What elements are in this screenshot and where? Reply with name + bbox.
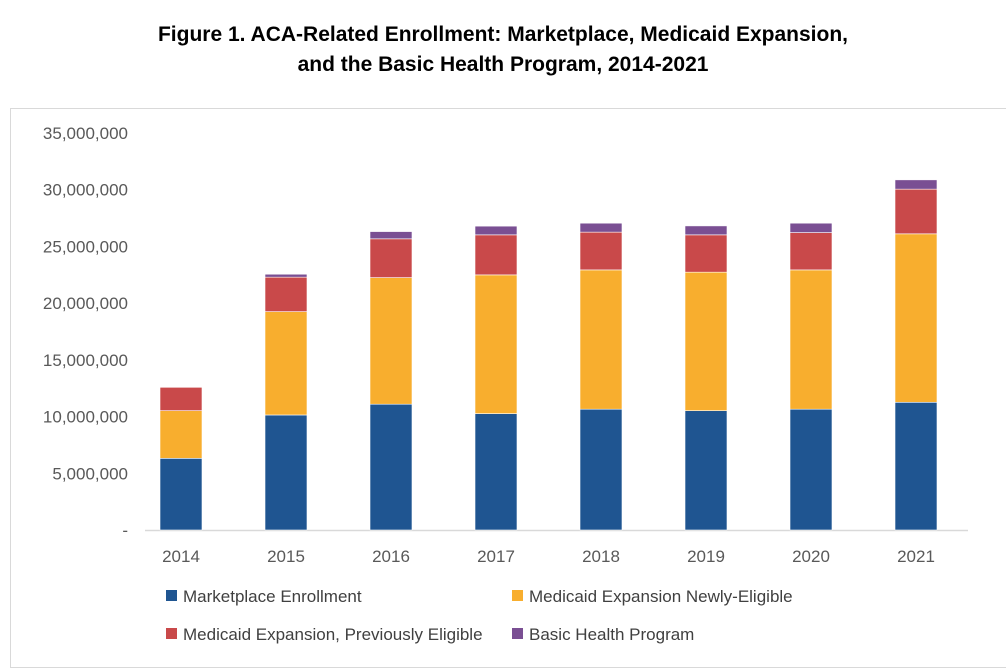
legend-swatch-1 [512,590,523,601]
legend-label-1: Medicaid Expansion Newly-Eligible [529,587,793,606]
x-tick-label: 2019 [687,547,725,566]
y-tick-label: 10,000,000 [43,408,128,427]
bar-segment-2015-series-1 [264,311,308,416]
bar-segment-2014-series-0 [159,458,203,531]
bar-segment-2015-series-0 [264,414,308,531]
bar-segment-2021-series-3 [894,179,938,190]
bar-segment-2016-series-3 [369,231,413,240]
legend-swatch-0 [166,590,177,601]
bar-segment-2014-series-2 [159,387,203,411]
bar-segment-2018-series-2 [579,231,623,271]
x-tick-label: 2017 [477,547,515,566]
x-tick-label: 2014 [162,547,200,566]
bar-segment-2021-series-2 [894,188,938,235]
legend-swatch-3 [512,628,523,639]
bar-segment-2019-series-2 [684,234,728,273]
bar-segment-2014-series-1 [159,410,203,459]
chart-title-line-2: and the Basic Health Program, 2014-2021 [297,53,709,76]
y-tick-label: - [122,521,128,540]
bar-segment-2021-series-0 [894,401,938,531]
bar-segment-2016-series-1 [369,277,413,405]
bar-segment-2019-series-0 [684,410,728,531]
legend-label-2: Medicaid Expansion, Previously Eligible [183,625,483,644]
bar-segment-2017-series-1 [474,274,518,414]
y-tick-label: 30,000,000 [43,181,128,200]
bar-segment-2020-series-0 [789,408,833,531]
bar-segment-2021-series-1 [894,233,938,403]
bar-segment-2016-series-0 [369,403,413,531]
legend-swatch-2 [166,628,177,639]
chart-title-line-1: Figure 1. ACA-Related Enrollment: Market… [157,23,849,46]
bar-segment-2015-series-3 [264,273,308,278]
y-tick-label: 25,000,000 [43,237,128,256]
bar-segment-2018-series-3 [579,222,623,233]
bar-segment-2016-series-2 [369,238,413,278]
y-tick-label: 35,000,000 [43,124,128,143]
y-tick-label: 20,000,000 [43,294,128,313]
bar-segment-2020-series-1 [789,269,833,410]
y-tick-label: 5,000,000 [52,464,128,483]
bar-segment-2020-series-2 [789,232,833,271]
x-tick-label: 2016 [372,547,410,566]
y-tick-label: 15,000,000 [43,351,128,370]
bar-segment-2017-series-2 [474,234,518,276]
bar-segment-2017-series-3 [474,225,518,236]
x-tick-label: 2015 [267,547,305,566]
legend-label-3: Basic Health Program [529,625,694,644]
bar-segment-2017-series-0 [474,413,518,531]
legend-label-0: Marketplace Enrollment [183,587,362,606]
bar-segment-2018-series-1 [579,269,623,410]
x-tick-label: 2020 [792,547,830,566]
bar-segment-2019-series-1 [684,271,728,411]
x-tick-label: 2021 [897,547,935,566]
bar-segment-2018-series-0 [579,408,623,531]
chart-title: Figure 1. ACA-Related Enrollment: Market… [0,20,1006,80]
x-tick-label: 2018 [582,547,620,566]
bar-segment-2015-series-2 [264,276,308,312]
bar-segment-2019-series-3 [684,225,728,236]
bar-segment-2020-series-3 [789,222,833,233]
